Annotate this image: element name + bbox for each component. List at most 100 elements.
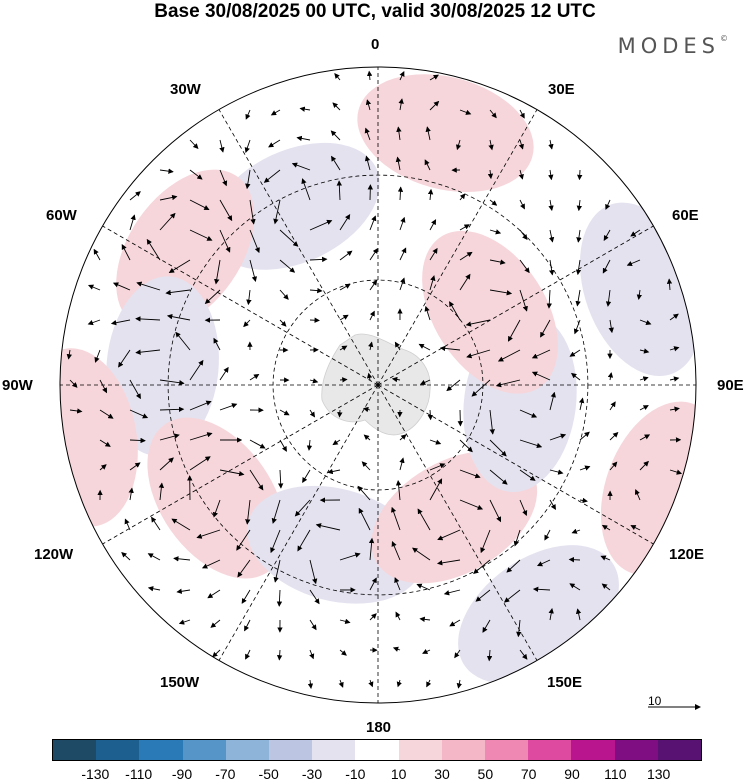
colorbar-tick-label: -50 (258, 766, 279, 782)
wind-vector (236, 529, 251, 551)
meridian-line (102, 225, 379, 386)
wind-vector (214, 259, 221, 285)
wind-vector (339, 618, 351, 624)
wind-vector (394, 577, 401, 591)
wind-vector (544, 529, 551, 541)
wind-vector (639, 319, 652, 325)
wind-vector (540, 319, 551, 338)
wind-vector (395, 156, 402, 171)
wind-vector (219, 139, 225, 153)
wind-vector (219, 229, 231, 253)
colorbar-swatch (528, 740, 572, 760)
wind-vector (189, 359, 204, 381)
wind-vector (399, 70, 405, 81)
wind-vector (454, 649, 461, 659)
wind-vector (94, 349, 101, 363)
wind-vector (276, 649, 283, 661)
wind-vector (361, 461, 371, 471)
wind-vector (459, 224, 470, 231)
wind-vector (219, 169, 228, 187)
wind-vector (271, 499, 281, 524)
wind-vector (277, 469, 284, 489)
colorbar-tick-label: -90 (171, 766, 193, 782)
wind-vector (532, 586, 551, 593)
wind-vector (309, 409, 316, 418)
wind-vector (419, 379, 431, 385)
wind-vector (548, 607, 554, 621)
wind-vector (639, 434, 651, 441)
wind-vector (571, 528, 581, 534)
lon-label-90w: 90W (2, 377, 33, 394)
wind-vector (429, 247, 438, 261)
wind-vector (339, 283, 351, 291)
wind-vector (249, 373, 260, 381)
latitude-circle (167, 174, 589, 596)
wind-vector (279, 229, 299, 247)
wind-vector (363, 434, 371, 441)
wind-vector (669, 346, 680, 352)
wind-vector (249, 199, 256, 225)
wind-vector (171, 518, 191, 531)
wind-vector (159, 433, 180, 441)
wind-vector (459, 193, 466, 201)
wind-vector (577, 169, 583, 181)
wind-vector (212, 649, 221, 658)
wind-vector (249, 439, 266, 449)
lon-label-120e: 120E (669, 546, 705, 563)
wind-vector (397, 186, 404, 201)
wind-vector (519, 109, 525, 119)
wind-vector (519, 439, 543, 449)
lon-label-30w: 30W (170, 81, 201, 98)
wind-vector (331, 155, 341, 171)
wind-vector (369, 215, 377, 231)
wind-vector (569, 349, 581, 357)
wind-vector (576, 199, 583, 212)
lon-label-120w: 120W (34, 546, 74, 563)
wind-vector (519, 199, 525, 210)
wind-vector (486, 649, 493, 662)
modes-logo: MODES© (618, 34, 728, 58)
wind-vector (243, 319, 251, 328)
colorbar-tick-label: 110 (604, 766, 627, 782)
wind-vector (446, 379, 461, 392)
wind-vector (471, 379, 491, 397)
wind-vector (399, 216, 406, 231)
wind-vector (426, 679, 432, 688)
wind-vector (459, 273, 471, 291)
wind-vector (302, 469, 311, 483)
wind-vector (601, 524, 611, 531)
wind-vector (362, 406, 371, 413)
wind-vector (121, 244, 131, 261)
wind-vector (416, 583, 431, 591)
colorbar-swatch (485, 740, 529, 760)
wind-vector (332, 102, 341, 111)
colorbar-swatch (53, 740, 97, 760)
wind-vector (418, 343, 431, 351)
wind-vector (212, 499, 221, 518)
wind-vector (639, 376, 649, 382)
wind-vector (279, 319, 287, 327)
wind-vector (87, 319, 101, 326)
wind-vector (489, 409, 495, 435)
wind-vector (301, 178, 311, 201)
wind-vector (159, 406, 185, 413)
colorbar-swatch (657, 740, 702, 760)
wind-vector (519, 469, 536, 481)
wind-vector (549, 433, 567, 441)
lon-label-30e: 30E (548, 81, 575, 98)
wind-vector (175, 331, 191, 351)
wind-vector (99, 379, 108, 394)
brand-text: MODES (617, 34, 720, 58)
wind-vector (536, 559, 551, 567)
wind-vector (573, 319, 581, 335)
wind-vector (196, 529, 221, 539)
wind-vector (219, 199, 233, 222)
wind-vector (412, 547, 431, 561)
wind-vector (549, 499, 556, 511)
brand-mark: © (720, 34, 728, 43)
wind-vector (330, 130, 341, 141)
wind-vector (69, 379, 78, 388)
wind-vector (66, 349, 72, 360)
colorbar-swatch (571, 740, 615, 760)
colorbar-swatch (312, 740, 356, 760)
